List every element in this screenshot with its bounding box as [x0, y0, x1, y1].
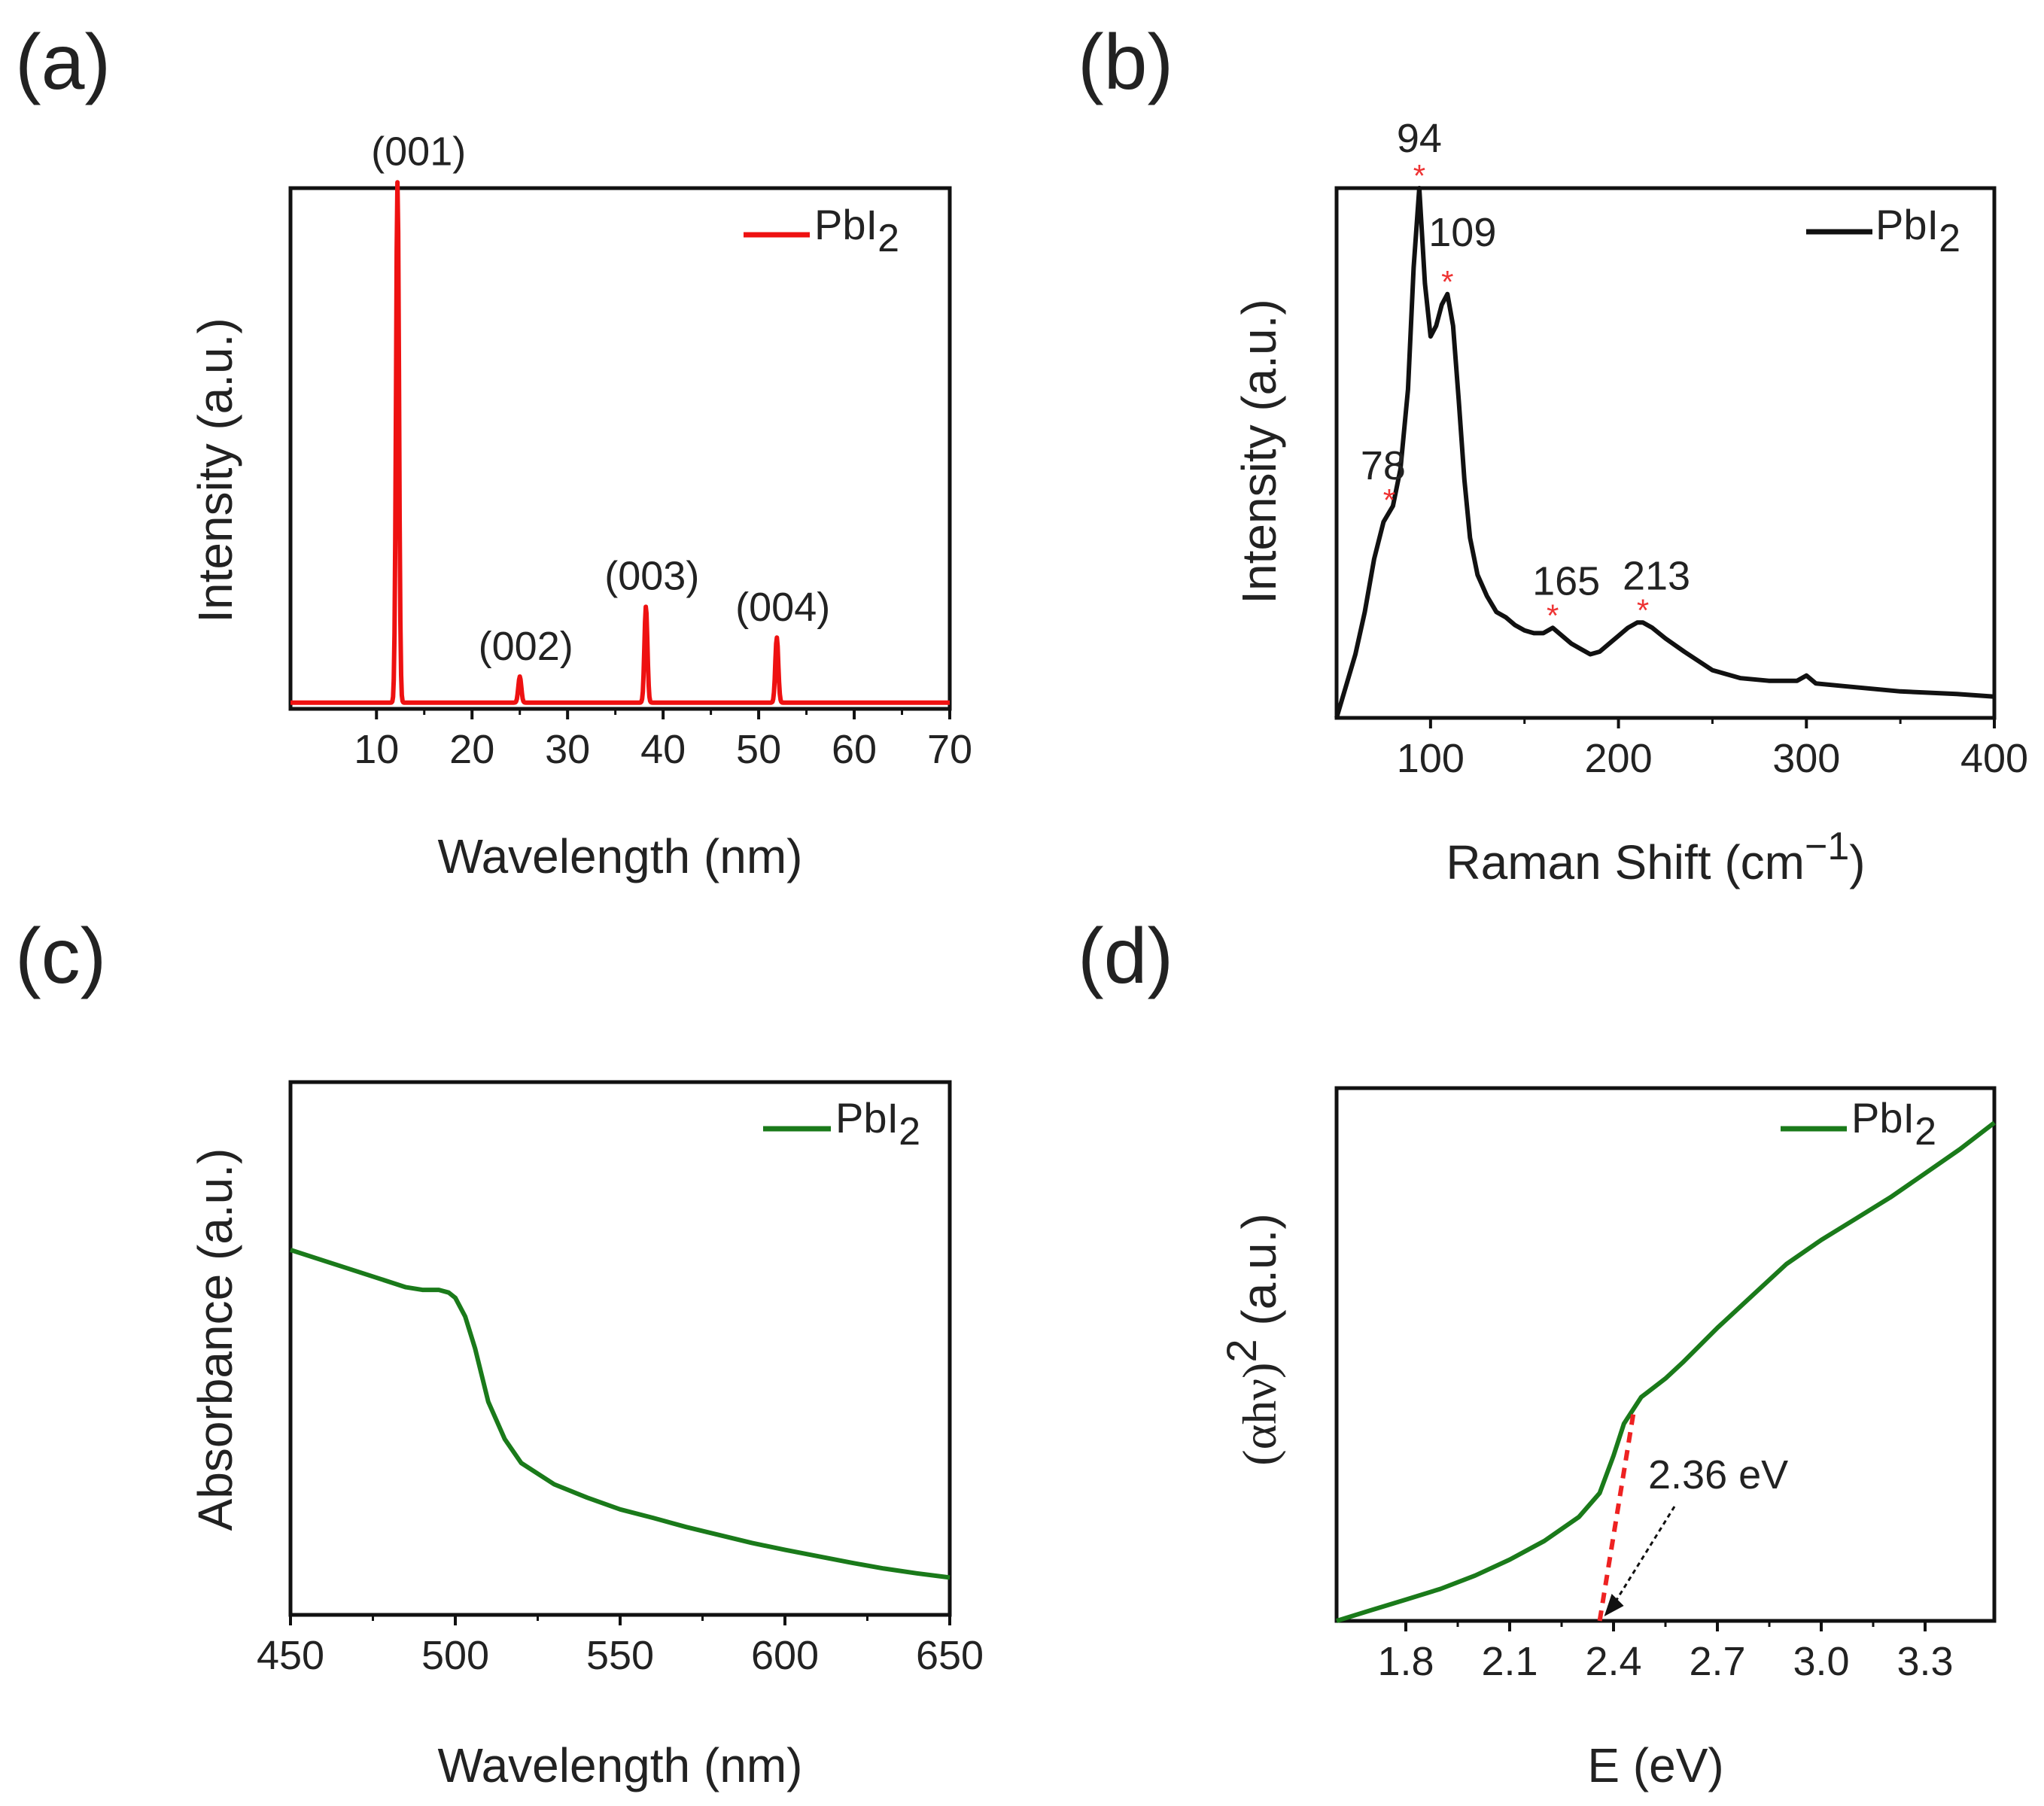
- panel-d-legend-text: PbI: [1851, 1094, 1915, 1142]
- panel-b-star-marker: *: [1637, 592, 1649, 628]
- panel-b-ann-78: 78: [1361, 443, 1406, 488]
- panel-d-series-line: [1336, 1120, 1996, 1623]
- panel-d-ylabel-text: (αhν): [1233, 1363, 1286, 1466]
- panel-a-xtick-label: 40: [640, 727, 686, 772]
- panel-a-ylabel: Intensity (a.u.): [188, 318, 242, 623]
- panel-a-xtick-label: 20: [449, 727, 494, 772]
- panel-d-legend-label: PbI2: [1851, 1094, 1936, 1154]
- panel-d-frame: [1334, 1086, 1997, 1623]
- panel-d-ylabel-sup: 2: [1218, 1339, 1265, 1362]
- panel-c-xlabel: Wavelength (nm): [438, 1738, 803, 1792]
- panel-label-b: (b): [1078, 19, 1173, 106]
- panel-a-xtick-label: 60: [832, 727, 877, 772]
- panel-c-frame: [288, 1080, 952, 1617]
- panel-b-ann-213: 213: [1623, 553, 1690, 598]
- panel-b-xtick-label: 100: [1397, 736, 1465, 781]
- panel-b-xlabel-text: Raman Shift (cm: [1446, 835, 1805, 889]
- panel-b-xlabel-end: ): [1849, 835, 1865, 889]
- panel-b-star-marker: *: [1547, 597, 1559, 633]
- panel-a-xtick-label: 30: [545, 727, 590, 772]
- panel-d-xtick-label: 3.3: [1896, 1639, 1953, 1684]
- panel-a-series-line: [289, 180, 951, 705]
- panel-d-arrow-head: [1604, 1594, 1624, 1616]
- panel-d-xtick-label: 3.0: [1793, 1639, 1849, 1684]
- panel-b-star-marker: *: [1441, 264, 1453, 299]
- panel-b-xlabel: Raman Shift (cm−1): [1446, 825, 1865, 889]
- panel-b-ylabel: Intensity (a.u.): [1232, 299, 1286, 604]
- panel-b-legend-text: PbI: [1875, 201, 1939, 248]
- panel-c-ylabel: Absorbance (a.u.): [188, 1148, 242, 1531]
- panel-a-xrd: 10 20 30 40 50 60 70 Wavelength (nm) Intensity…: [188, 129, 972, 883]
- panel-b-star-marker: *: [1413, 158, 1425, 193]
- panel-a-xlabel: Wavelength (nm): [438, 829, 803, 883]
- panel-d-xlabel: E (eV): [1587, 1738, 1723, 1792]
- panel-label-c: (c): [15, 913, 106, 1000]
- panel-c-legend-label: PbI2: [835, 1094, 920, 1154]
- panel-b-star-marker: *: [1383, 482, 1395, 518]
- panel-b-xtick-label: 400: [1960, 736, 2028, 781]
- panel-b-raman: 100 200 300 400 * * * * * Raman Shift (cm−1) Int…: [1232, 116, 2028, 889]
- panel-b-ann-109: 109: [1428, 210, 1496, 255]
- panel-b-frame: [1334, 186, 1997, 720]
- panel-a-peak-label-001: (001): [371, 129, 466, 175]
- panel-b-series-line: [1334, 186, 1995, 719]
- panel-a-legend-sub: 2: [878, 217, 899, 260]
- panel-a-xtick-label: 10: [354, 727, 399, 772]
- panel-b-ann-165: 165: [1532, 558, 1600, 604]
- panel-c-xtick-label: 600: [751, 1633, 819, 1678]
- panel-c-xtick-label: 500: [421, 1633, 489, 1678]
- panel-c-legend-text: PbI: [835, 1094, 899, 1142]
- panel-b-xtick-label: 200: [1585, 736, 1653, 781]
- panel-d-tauc: 1.8 2.1 2.4 2.7 3.0 3.3 E (eV) (αhν)2 (a.u.) …: [1218, 1086, 1997, 1792]
- panel-d-ylabel: (αhν)2 (a.u.): [1218, 1213, 1286, 1465]
- panel-label-a: (a): [15, 19, 111, 106]
- panel-c-absorbance: 450 500 550 600 650 Wavelength (nm) Absorban…: [188, 1080, 984, 1792]
- panel-label-d: (d): [1078, 913, 1173, 1000]
- panel-c-xtick-label: 550: [586, 1633, 654, 1678]
- panel-d-ylabel-end: (a.u.): [1232, 1213, 1286, 1339]
- panel-c-series-line: [290, 1248, 951, 1580]
- panel-b-xlabel-sup: −1: [1805, 825, 1849, 868]
- panel-c-xtick-label: 450: [257, 1633, 324, 1678]
- panel-c-xtick-label: 650: [916, 1633, 984, 1678]
- panel-a-xtick-label: 70: [927, 727, 972, 772]
- panel-d-legend-sub: 2: [1915, 1110, 1936, 1154]
- panel-d-xtick-label: 2.7: [1689, 1639, 1745, 1684]
- panel-b-ann-94: 94: [1397, 116, 1442, 161]
- panel-d-xtick-label: 1.8: [1377, 1639, 1434, 1684]
- panel-d-xtick-label: 2.4: [1585, 1639, 1641, 1684]
- panel-b-xtick-label: 300: [1772, 736, 1840, 781]
- panel-d-bandgap-label: 2.36 eV: [1648, 1452, 1788, 1497]
- panel-a-legend-label: PbI2: [814, 201, 899, 260]
- panel-d-xtick-label: 2.1: [1481, 1639, 1538, 1684]
- panel-d-arrow-line: [1614, 1506, 1676, 1604]
- panel-b-legend-label: PbI2: [1875, 201, 1960, 260]
- panel-a-xtick-label: 50: [736, 727, 781, 772]
- panel-a-peak-label-002: (002): [479, 624, 573, 669]
- panel-a-frame: [288, 186, 952, 711]
- panel-a-peak-label-003: (003): [604, 554, 699, 599]
- panel-a-peak-label-004: (004): [735, 585, 830, 630]
- panel-c-legend-sub: 2: [899, 1110, 920, 1154]
- panel-b-legend-sub: 2: [1939, 217, 1960, 260]
- panel-a-legend-text: PbI: [814, 201, 878, 248]
